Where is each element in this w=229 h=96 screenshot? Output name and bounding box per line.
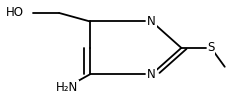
Text: N: N [147, 15, 155, 28]
Text: HO: HO [6, 6, 24, 19]
Text: N: N [147, 68, 155, 81]
Text: H₂N: H₂N [56, 81, 78, 94]
Text: S: S [206, 41, 214, 54]
